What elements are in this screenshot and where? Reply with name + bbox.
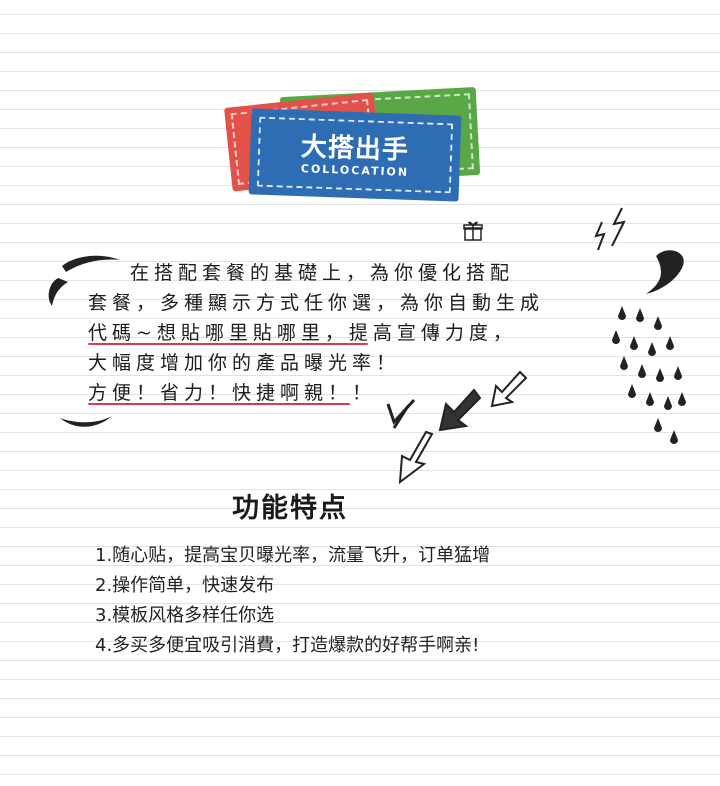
red-underline-2	[88, 403, 350, 405]
red-underline-1	[88, 343, 368, 345]
feature-item-3: 3.模板风格多样任你选	[95, 605, 275, 626]
intro-line-4: 大幅度增加你的產品曝光率！	[88, 352, 401, 374]
quote-bottom-icon	[60, 416, 112, 427]
intro-line-3: 代碼~想貼哪里貼哪里，提高宣傳力度，	[88, 322, 517, 344]
intro-line-5: 方便！省力！快捷啊親！！	[88, 382, 377, 404]
raindrops-icon	[612, 250, 686, 444]
lightning-icon	[594, 207, 626, 251]
feature-item-4: 4.多买多便宜吸引消費，打造爆款的好帮手啊亲!	[95, 635, 480, 656]
feature-item-2: 2.操作简单，快速发布	[95, 575, 275, 596]
intro-line-1: 在搭配套餐的基礎上，為你優化搭配	[130, 262, 515, 284]
gift-icon	[463, 221, 483, 241]
quote-left-icon	[48, 255, 120, 306]
features-title: 功能特点	[232, 493, 348, 524]
intro-line-2: 套餐，多種顯示方式任你選，為你自動生成	[88, 292, 545, 314]
feature-item-1: 1.随心贴，提高宝贝曝光率，流量飞升，订单猛增	[95, 545, 491, 566]
sketch-arrow-icon	[386, 370, 528, 485]
